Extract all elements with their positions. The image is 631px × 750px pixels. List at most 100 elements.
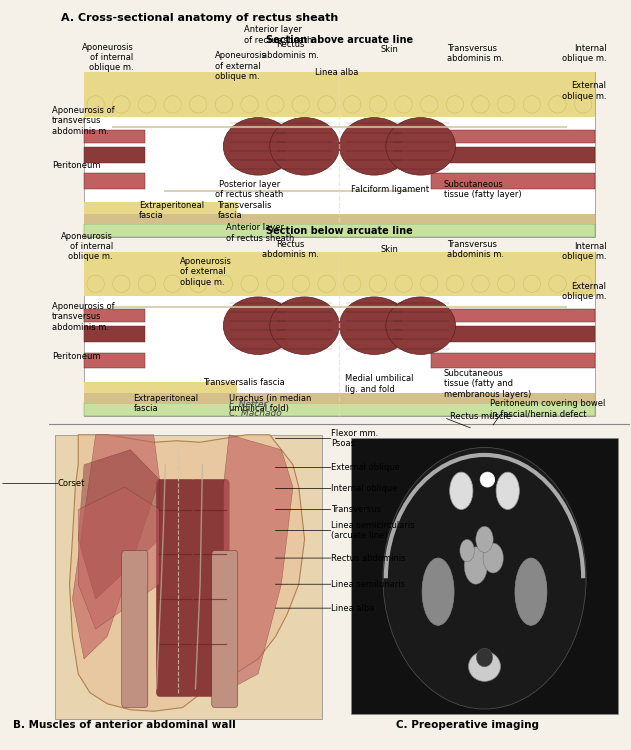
- Text: Subcutaneous
tissue (fatty and
membranous layers): Subcutaneous tissue (fatty and membranou…: [444, 369, 531, 399]
- Ellipse shape: [266, 275, 284, 292]
- Ellipse shape: [420, 96, 438, 113]
- Ellipse shape: [480, 472, 495, 487]
- Polygon shape: [73, 435, 160, 659]
- Ellipse shape: [87, 275, 104, 292]
- Ellipse shape: [386, 118, 456, 175]
- Ellipse shape: [476, 526, 493, 553]
- Ellipse shape: [496, 472, 519, 509]
- FancyBboxPatch shape: [84, 173, 145, 189]
- Text: A. Cross-sectional anatomy of rectus sheath: A. Cross-sectional anatomy of rectus she…: [61, 13, 338, 22]
- Text: Rectus
abdominis m.: Rectus abdominis m.: [262, 40, 319, 60]
- Text: Transversalis fascia: Transversalis fascia: [203, 378, 285, 387]
- Ellipse shape: [395, 275, 412, 292]
- Text: Linea alba: Linea alba: [331, 604, 374, 613]
- Text: Aponeurosis
of external
oblique m.: Aponeurosis of external oblique m.: [180, 257, 232, 286]
- FancyBboxPatch shape: [212, 550, 238, 707]
- FancyBboxPatch shape: [84, 252, 595, 272]
- Ellipse shape: [515, 558, 547, 626]
- Ellipse shape: [138, 275, 156, 292]
- Ellipse shape: [464, 547, 487, 584]
- Ellipse shape: [215, 275, 233, 292]
- Polygon shape: [69, 435, 305, 711]
- Ellipse shape: [343, 275, 361, 292]
- Text: Anterior layer
of rectus sheath: Anterior layer of rectus sheath: [227, 224, 295, 243]
- Ellipse shape: [446, 96, 464, 113]
- FancyBboxPatch shape: [432, 173, 595, 189]
- Text: Medial umbilical
lig. and fold: Medial umbilical lig. and fold: [345, 374, 414, 394]
- Ellipse shape: [269, 118, 339, 175]
- Polygon shape: [78, 487, 160, 629]
- Ellipse shape: [318, 275, 335, 292]
- FancyBboxPatch shape: [432, 352, 595, 368]
- Polygon shape: [223, 435, 293, 692]
- Text: Internal
oblique m.: Internal oblique m.: [562, 44, 606, 64]
- Ellipse shape: [318, 96, 335, 113]
- FancyBboxPatch shape: [84, 352, 145, 368]
- FancyBboxPatch shape: [84, 147, 145, 163]
- Text: Extraperitoneal
fascia: Extraperitoneal fascia: [139, 201, 204, 220]
- Text: C. Preoperative imaging: C. Preoperative imaging: [396, 720, 539, 730]
- Ellipse shape: [450, 472, 473, 509]
- Text: Peritoneum: Peritoneum: [52, 161, 100, 170]
- Text: Peritoneum covering bowel
in fascial/hernia defect: Peritoneum covering bowel in fascial/her…: [490, 399, 606, 418]
- Ellipse shape: [241, 96, 258, 113]
- Circle shape: [383, 448, 586, 709]
- Text: External oblique: External oblique: [331, 464, 399, 472]
- Ellipse shape: [469, 652, 500, 681]
- Ellipse shape: [343, 96, 361, 113]
- Ellipse shape: [549, 275, 566, 292]
- Ellipse shape: [138, 96, 156, 113]
- FancyBboxPatch shape: [84, 309, 145, 322]
- Ellipse shape: [87, 96, 104, 113]
- Ellipse shape: [189, 275, 207, 292]
- FancyBboxPatch shape: [84, 73, 595, 237]
- Text: Aponeurosis of
transversus
abdominis m.: Aponeurosis of transversus abdominis m.: [52, 302, 115, 332]
- Ellipse shape: [223, 297, 293, 355]
- Text: Transversus: Transversus: [331, 505, 380, 514]
- Ellipse shape: [422, 558, 454, 626]
- Text: C. Machado: C. Machado: [229, 410, 282, 419]
- Ellipse shape: [339, 297, 409, 355]
- Ellipse shape: [386, 297, 456, 355]
- Ellipse shape: [339, 118, 409, 175]
- Ellipse shape: [472, 275, 489, 292]
- FancyBboxPatch shape: [432, 309, 595, 322]
- Ellipse shape: [164, 96, 181, 113]
- FancyBboxPatch shape: [84, 73, 595, 92]
- Text: Aponeurosis
of internal
oblique m.: Aponeurosis of internal oblique m.: [61, 232, 113, 262]
- Text: Rectus abdominis: Rectus abdominis: [331, 554, 405, 562]
- Ellipse shape: [112, 275, 130, 292]
- Ellipse shape: [164, 275, 181, 292]
- Ellipse shape: [497, 275, 515, 292]
- Ellipse shape: [460, 539, 475, 562]
- Ellipse shape: [420, 275, 438, 292]
- Text: Subcutaneous
tissue (fatty layer): Subcutaneous tissue (fatty layer): [444, 180, 521, 200]
- Ellipse shape: [369, 275, 387, 292]
- Text: Section above arcuate line: Section above arcuate line: [266, 35, 413, 45]
- Text: Skin: Skin: [380, 245, 398, 254]
- Text: Aponeurosis
of external
oblique m.: Aponeurosis of external oblique m.: [215, 52, 266, 81]
- Text: Posterior layer
of rectus sheath: Posterior layer of rectus sheath: [215, 180, 283, 200]
- FancyBboxPatch shape: [84, 382, 237, 393]
- FancyBboxPatch shape: [84, 92, 595, 117]
- Text: Internal oblique: Internal oblique: [331, 484, 397, 493]
- Ellipse shape: [266, 96, 284, 113]
- FancyBboxPatch shape: [84, 403, 595, 416]
- Text: Aponeurosis of
transversus
abdominis m.: Aponeurosis of transversus abdominis m.: [52, 106, 115, 136]
- FancyBboxPatch shape: [432, 130, 595, 143]
- Text: Flexor mm.
Psoas: Flexor mm. Psoas: [331, 429, 378, 448]
- FancyBboxPatch shape: [84, 326, 145, 342]
- Text: Peritoneum: Peritoneum: [52, 352, 100, 361]
- Text: Aponeurosis
of internal
oblique m.: Aponeurosis of internal oblique m.: [81, 43, 133, 72]
- Text: Rectus
abdominis m.: Rectus abdominis m.: [262, 240, 319, 260]
- Ellipse shape: [269, 297, 339, 355]
- Text: Skin: Skin: [380, 46, 398, 55]
- FancyBboxPatch shape: [122, 550, 148, 707]
- FancyBboxPatch shape: [84, 393, 595, 403]
- Ellipse shape: [472, 96, 489, 113]
- Ellipse shape: [574, 96, 592, 113]
- Text: Internal
oblique m.: Internal oblique m.: [562, 242, 606, 262]
- Text: External
oblique m.: External oblique m.: [562, 81, 606, 100]
- FancyBboxPatch shape: [84, 224, 595, 237]
- Ellipse shape: [483, 543, 504, 573]
